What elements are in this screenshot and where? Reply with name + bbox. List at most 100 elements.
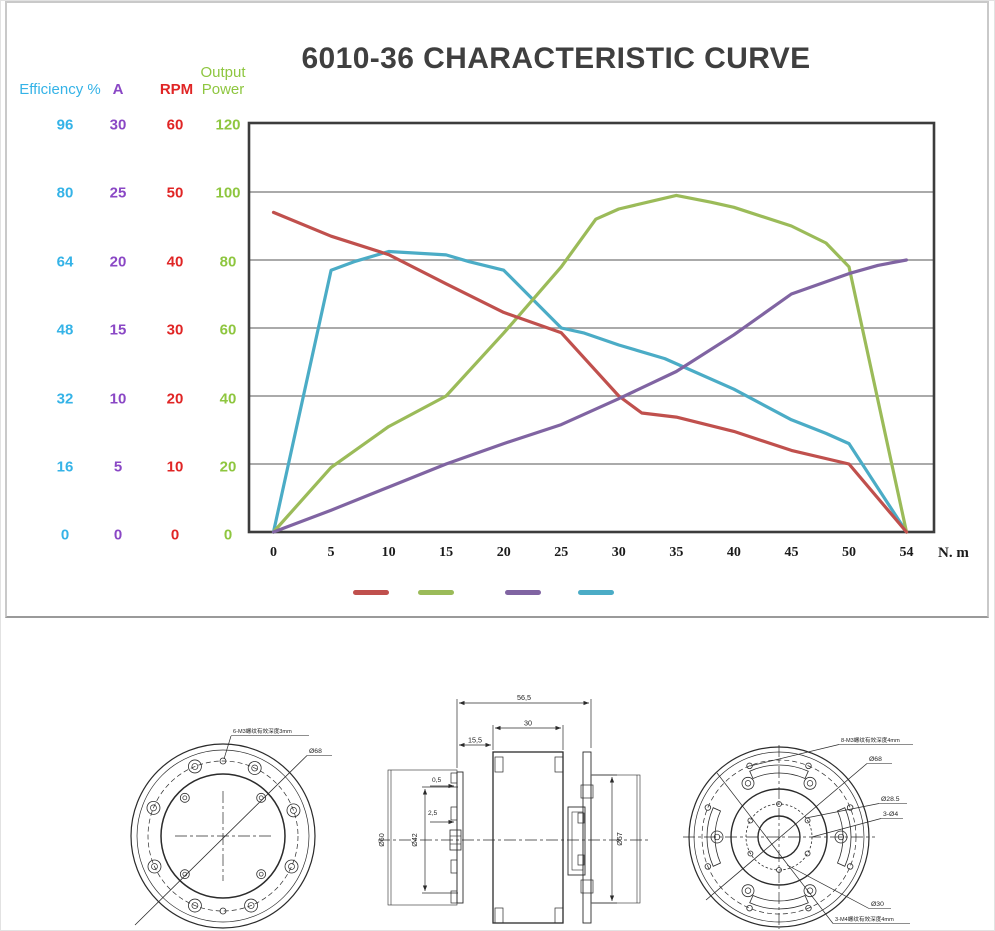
y-tick-efficiency: 32 — [56, 390, 74, 408]
axis-label-rpm: RPM — [159, 81, 194, 98]
rear-view-drawing: 8-M3螺纹有效深度4mm Ø68 Ø28.5 3-Ø4 Ø30 3-M4螺纹有… — [683, 736, 913, 929]
front-view-drawing: 6-M3螺纹有效深度3mm Ø68 — [130, 727, 332, 929]
ring — [251, 764, 259, 772]
arc-slot — [706, 807, 722, 867]
rear-thread-note2: 3-M4螺纹有效深度4mm — [835, 915, 894, 923]
ring — [188, 759, 202, 774]
side-view-geometry — [387, 751, 641, 924]
x-tick-label: 54 — [899, 545, 914, 560]
arc-slot — [749, 894, 809, 910]
y-tick-a: 0 — [113, 526, 123, 544]
axis-label-efficiency: Efficiency % — [19, 81, 101, 98]
ring — [256, 869, 267, 880]
dim-rear-dia: Ø57 — [615, 832, 624, 846]
front-thread-note: 6-M3螺纹有效深度3mm — [233, 727, 292, 735]
y-tick-outputpower: 80 — [219, 253, 237, 271]
y-tick-outputpower: 0 — [223, 526, 233, 544]
front-outer-dia: Ø68 — [309, 748, 322, 755]
characteristic-curve-plot — [247, 121, 936, 534]
x-tick-label: 15 — [439, 545, 454, 560]
ring — [747, 817, 754, 824]
ring — [247, 902, 255, 909]
rear-hole-note: 3-Ø4 — [883, 811, 898, 818]
y-tick-rpm: 60 — [166, 116, 184, 134]
x-axis-unit: N. m — [938, 545, 969, 561]
dimension-lines — [422, 699, 617, 904]
y-tick-outputpower: 20 — [219, 458, 237, 476]
ring — [150, 804, 157, 812]
plot-border — [247, 121, 936, 534]
ring — [191, 902, 199, 909]
ring — [704, 804, 712, 811]
diagonal-leader — [705, 763, 868, 901]
ring — [837, 833, 845, 841]
x-tick-label: 40 — [726, 545, 741, 560]
ring — [806, 780, 814, 787]
rear-thread-note: 8-M3螺纹有效深度4mm — [841, 736, 900, 744]
ring — [288, 863, 295, 870]
leader-line — [811, 818, 882, 838]
ring — [244, 898, 258, 913]
ring — [284, 859, 299, 874]
ring — [258, 871, 264, 877]
ring — [147, 859, 162, 874]
rear-pilot-dia: Ø28.5 — [881, 796, 900, 803]
ring — [846, 863, 854, 870]
ring — [776, 867, 782, 873]
ring — [746, 904, 753, 912]
dim-boss-step: 2,5 — [428, 810, 437, 817]
ring — [136, 749, 310, 923]
ring — [151, 863, 158, 870]
x-tick-label: 30 — [611, 545, 626, 560]
ring — [290, 806, 297, 814]
ring — [704, 863, 712, 870]
dim-tab-step: 0,5 — [432, 777, 441, 784]
ring — [256, 792, 267, 803]
curve-efficiency — [271, 249, 909, 534]
leader-line — [749, 744, 840, 767]
ring — [776, 801, 782, 807]
x-tick-label: 0 — [270, 545, 277, 560]
y-tick-a: 10 — [109, 390, 127, 408]
legend-swatch-rpm — [353, 590, 389, 595]
ring — [147, 760, 299, 912]
axis-label-output-power: Output Power — [200, 64, 246, 99]
y-tick-rpm: 30 — [166, 321, 184, 339]
axis-label-current: A — [112, 81, 124, 98]
leader-line — [805, 803, 880, 819]
y-tick-a: 15 — [109, 321, 127, 339]
y-tick-outputpower: 40 — [219, 390, 237, 408]
y-tick-efficiency: 80 — [56, 184, 74, 202]
ring — [834, 830, 848, 844]
y-tick-efficiency: 16 — [56, 458, 74, 476]
ring — [804, 850, 811, 857]
x-tick-label: 25 — [554, 545, 569, 560]
legend-swatch-output-power — [418, 590, 454, 595]
y-tick-efficiency: 64 — [56, 253, 74, 271]
curve-output-power — [271, 193, 909, 534]
arc-slot — [836, 807, 852, 867]
y-tick-rpm: 0 — [170, 526, 180, 544]
ring — [713, 833, 721, 841]
y-tick-a: 25 — [109, 184, 127, 202]
x-tick-label: 5 — [327, 545, 335, 560]
ring — [741, 776, 755, 790]
diagonal-leader — [134, 755, 308, 926]
y-tick-efficiency: 96 — [56, 116, 74, 134]
ring — [803, 776, 817, 790]
ring — [130, 743, 316, 929]
ring — [146, 801, 161, 815]
ring — [160, 773, 286, 899]
rear-outer-dia: Ø68 — [869, 756, 882, 763]
ring — [182, 795, 188, 801]
ring — [741, 884, 755, 898]
y-tick-outputpower: 120 — [215, 116, 241, 134]
x-tick-label: 50 — [842, 545, 856, 560]
ring — [219, 757, 227, 765]
ring — [803, 884, 817, 898]
x-tick-label: 10 — [381, 545, 396, 560]
y-tick-rpm: 50 — [166, 184, 184, 202]
ring — [846, 804, 854, 811]
y-tick-rpm: 40 — [166, 253, 184, 271]
y-tick-a: 20 — [109, 253, 127, 271]
